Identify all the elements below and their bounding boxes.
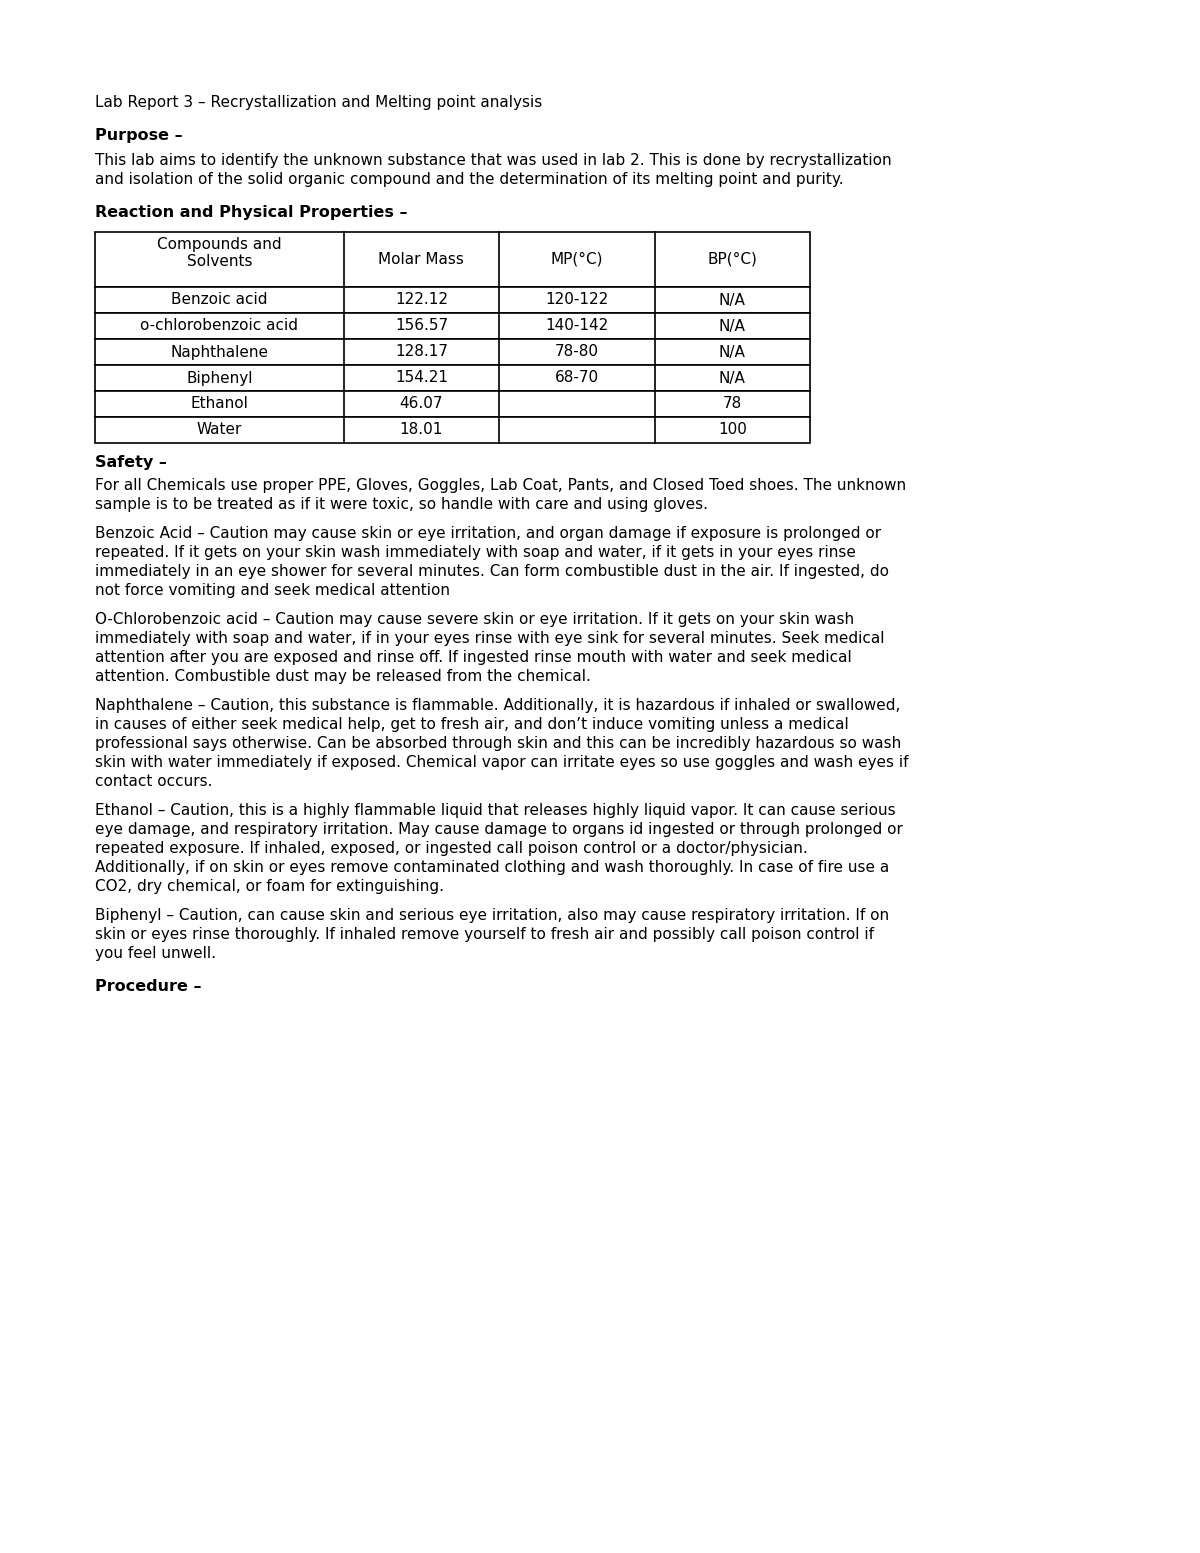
Text: N/A: N/A — [719, 292, 745, 307]
Bar — [95, 287, 810, 314]
Text: O-Chlorobenzoic acid – Caution may cause severe skin or eye irritation. If it ge: O-Chlorobenzoic acid – Caution may cause… — [95, 612, 854, 627]
Text: skin with water immediately if exposed. Chemical vapor can irritate eyes so use : skin with water immediately if exposed. … — [95, 755, 908, 770]
Text: Naphthalene – Caution, this substance is flammable. Additionally, it is hazardou: Naphthalene – Caution, this substance is… — [95, 697, 900, 713]
Text: 100: 100 — [718, 422, 746, 438]
Text: 156.57: 156.57 — [395, 318, 448, 334]
Text: Benzoic Acid – Caution may cause skin or eye irritation, and organ damage if exp: Benzoic Acid – Caution may cause skin or… — [95, 526, 881, 540]
Text: immediately in an eye shower for several minutes. Can form combustible dust in t: immediately in an eye shower for several… — [95, 564, 889, 579]
Text: 78-80: 78-80 — [554, 345, 599, 359]
Text: repeated exposure. If inhaled, exposed, or ingested call poison control or a doc: repeated exposure. If inhaled, exposed, … — [95, 842, 808, 856]
Text: skin or eyes rinse thoroughly. If inhaled remove yourself to fresh air and possi: skin or eyes rinse thoroughly. If inhale… — [95, 927, 874, 943]
Text: in causes of either seek medical help, get to fresh air, and don’t induce vomiti: in causes of either seek medical help, g… — [95, 717, 848, 731]
Text: Purpose –: Purpose – — [95, 127, 182, 143]
Text: professional says otherwise. Can be absorbed through skin and this can be incred: professional says otherwise. Can be abso… — [95, 736, 901, 752]
Bar — [95, 231, 810, 287]
Text: repeated. If it gets on your skin wash immediately with soap and water, if it ge: repeated. If it gets on your skin wash i… — [95, 545, 856, 561]
Text: contact occurs.: contact occurs. — [95, 773, 212, 789]
Text: Biphenyl: Biphenyl — [186, 371, 252, 385]
Text: Benzoic acid: Benzoic acid — [172, 292, 268, 307]
Text: Additionally, if on skin or eyes remove contaminated clothing and wash thoroughl: Additionally, if on skin or eyes remove … — [95, 860, 889, 874]
Text: Lab Report 3 – Recrystallization and Melting point analysis: Lab Report 3 – Recrystallization and Mel… — [95, 95, 542, 110]
Text: 154.21: 154.21 — [395, 371, 448, 385]
Text: 120-122: 120-122 — [545, 292, 608, 307]
Text: Compounds and: Compounds and — [157, 236, 282, 252]
Bar — [95, 418, 810, 443]
Text: Ethanol: Ethanol — [191, 396, 248, 412]
Text: N/A: N/A — [719, 345, 745, 359]
Text: 78: 78 — [722, 396, 742, 412]
Text: eye damage, and respiratory irritation. May cause damage to organs id ingested o: eye damage, and respiratory irritation. … — [95, 822, 902, 837]
Text: o-chlorobenzoic acid: o-chlorobenzoic acid — [140, 318, 299, 334]
Bar — [95, 365, 810, 391]
Text: attention after you are exposed and rinse off. If ingested rinse mouth with wate: attention after you are exposed and rins… — [95, 651, 852, 665]
Text: 68-70: 68-70 — [554, 371, 599, 385]
Text: CO2, dry chemical, or foam for extinguishing.: CO2, dry chemical, or foam for extinguis… — [95, 879, 444, 895]
Text: N/A: N/A — [719, 371, 745, 385]
Text: and isolation of the solid organic compound and the determination of its melting: and isolation of the solid organic compo… — [95, 172, 844, 186]
Bar — [95, 339, 810, 365]
Text: Reaction and Physical Properties –: Reaction and Physical Properties – — [95, 205, 408, 221]
Text: Procedure –: Procedure – — [95, 978, 202, 994]
Text: 122.12: 122.12 — [395, 292, 448, 307]
Bar — [95, 391, 810, 418]
Text: Safety –: Safety – — [95, 455, 167, 471]
Text: sample is to be treated as if it were toxic, so handle with care and using glove: sample is to be treated as if it were to… — [95, 497, 708, 512]
Text: BP(°C): BP(°C) — [707, 252, 757, 267]
Text: 140-142: 140-142 — [545, 318, 608, 334]
Text: Naphthalene: Naphthalene — [170, 345, 269, 359]
Text: Solvents: Solvents — [186, 255, 252, 270]
Text: you feel unwell.: you feel unwell. — [95, 946, 216, 961]
Text: Ethanol – Caution, this is a highly flammable liquid that releases highly liquid: Ethanol – Caution, this is a highly flam… — [95, 803, 895, 818]
Text: 18.01: 18.01 — [400, 422, 443, 438]
Text: Water: Water — [197, 422, 242, 438]
Text: MP(°C): MP(°C) — [551, 252, 604, 267]
Text: not force vomiting and seek medical attention: not force vomiting and seek medical atte… — [95, 582, 450, 598]
Bar — [95, 314, 810, 339]
Text: attention. Combustible dust may be released from the chemical.: attention. Combustible dust may be relea… — [95, 669, 590, 683]
Text: For all Chemicals use proper PPE, Gloves, Goggles, Lab Coat, Pants, and Closed T: For all Chemicals use proper PPE, Gloves… — [95, 478, 906, 492]
Text: Molar Mass: Molar Mass — [378, 252, 464, 267]
Text: Biphenyl – Caution, can cause skin and serious eye irritation, also may cause re: Biphenyl – Caution, can cause skin and s… — [95, 909, 889, 922]
Text: N/A: N/A — [719, 318, 745, 334]
Text: 46.07: 46.07 — [400, 396, 443, 412]
Text: This lab aims to identify the unknown substance that was used in lab 2. This is : This lab aims to identify the unknown su… — [95, 154, 892, 168]
Text: 128.17: 128.17 — [395, 345, 448, 359]
Text: immediately with soap and water, if in your eyes rinse with eye sink for several: immediately with soap and water, if in y… — [95, 631, 884, 646]
